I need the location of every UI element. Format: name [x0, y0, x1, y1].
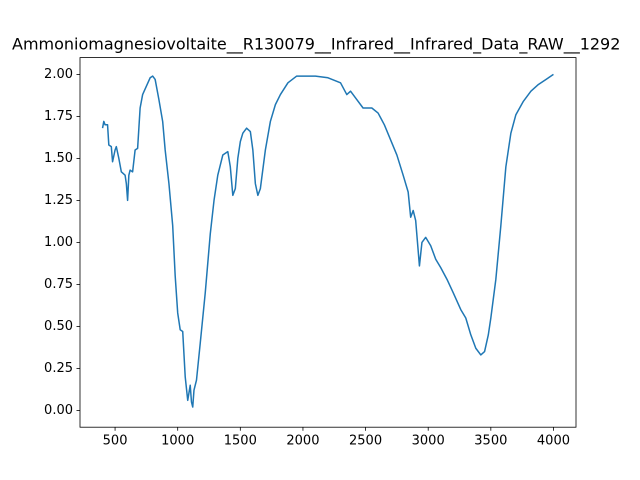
- y-tick-label: 0.00: [44, 403, 73, 418]
- y-tick-label: 0.25: [44, 361, 73, 376]
- y-tick-label: 0.50: [44, 319, 73, 334]
- y-tick-label: 1.50: [44, 151, 73, 166]
- x-tick-label: 1500: [224, 434, 257, 449]
- y-tick-label: 2.00: [44, 67, 73, 82]
- x-tick-label: 3500: [474, 434, 507, 449]
- x-tick-label: 1000: [161, 434, 194, 449]
- y-tick-label: 1.75: [44, 109, 73, 124]
- x-tick-label: 3000: [412, 434, 445, 449]
- x-tick-label: 4000: [537, 434, 570, 449]
- chart-title: Ammoniomagnesiovoltaite__R130079__Infrar…: [12, 35, 620, 55]
- data-line: [101, 73, 554, 408]
- axes-frame: [79, 57, 577, 428]
- y-tick-label: 1.00: [44, 235, 73, 250]
- x-tick-label: 2500: [349, 434, 382, 449]
- y-tick-label: 1.25: [44, 193, 73, 208]
- x-tick-label: 500: [103, 434, 128, 449]
- y-tick-label: 0.75: [44, 277, 73, 292]
- x-tick-label: 2000: [286, 434, 319, 449]
